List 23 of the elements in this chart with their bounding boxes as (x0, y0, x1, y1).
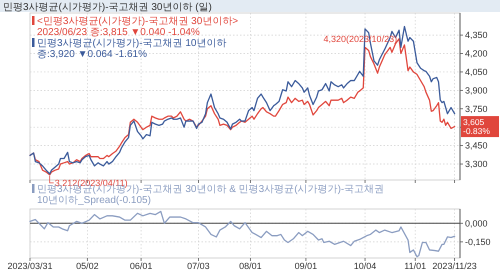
x-tick-label: 09/01 (294, 261, 318, 271)
legend-label: <민평3사평균(시가평가)-국고채권 30년이하> 2023/06/23 종:3,815 ▼0.040 -1.04% (37, 16, 238, 38)
y-tick-label: 3,300 (465, 159, 488, 170)
chart-title: 민평3사평균(시가평가)-국고채권 30년이하 (일) (3, 2, 212, 13)
y-tick-label: 4,200 (465, 48, 488, 59)
x-tick-label: 06/01 (130, 261, 152, 271)
legend-label: 민평3사평균(시가평가)-국고채권 10년이하 종:3,920 ▼0.064 -1.61% (37, 38, 226, 60)
x-tick-label: 10/04 (354, 261, 376, 271)
y-tick-label: -0,150 (465, 236, 491, 247)
y-tick-label: 3,900 (465, 85, 488, 96)
y-tick-label: 4,350 (465, 30, 488, 40)
x-tick-label: 11/01 (404, 261, 426, 271)
x-tick-label: 08/01 (239, 261, 262, 271)
annotation: 3,605 -0.83% (463, 117, 490, 136)
y-tick-label: 0,000 (465, 218, 488, 228)
y-tick-label: 4,050 (465, 66, 488, 77)
x-tick-label: 2023/03/31 (7, 261, 53, 271)
x-tick-label: 2023/11/23 (432, 261, 477, 271)
y-tick-label: 3,450 (465, 140, 488, 151)
x-tick-label: 07/03 (187, 261, 210, 271)
x-tick-label: 05/02 (76, 261, 99, 271)
line-series (29, 210, 456, 258)
y-tick-label: 3,750 (465, 104, 488, 114)
